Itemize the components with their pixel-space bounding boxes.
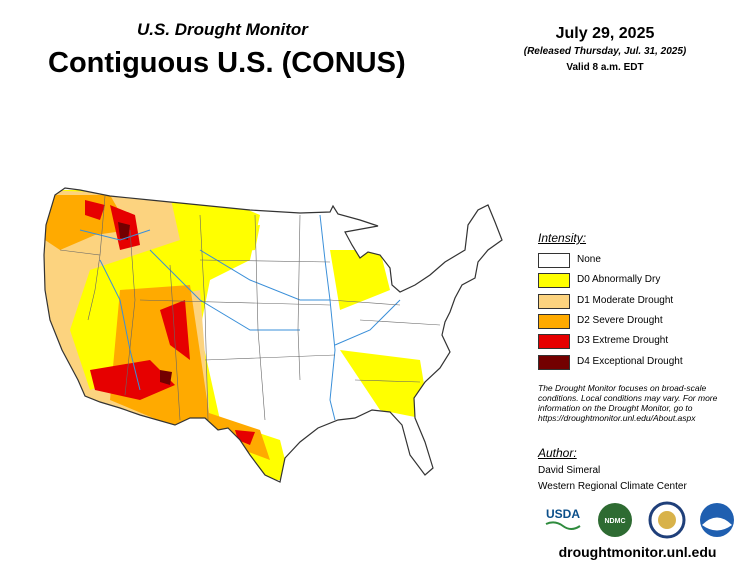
noaa-bird [702, 517, 732, 531]
release-date: (Released Thursday, Jul. 31, 2025) [523, 46, 687, 57]
title: Contiguous U.S. (CONUS) [48, 47, 406, 79]
legend-label: D4 Exceptional Drought [577, 355, 683, 367]
d4-area [118, 222, 172, 385]
ndmc-text: NDMC [605, 518, 626, 525]
author-organization: Western Regional Climate Center [538, 481, 687, 492]
logos: USDA NDMC [545, 501, 734, 539]
legend-label: None [577, 254, 601, 265]
d2-area [44, 195, 270, 460]
legend-swatch [538, 253, 570, 268]
legend-label: D2 Severe Drought [577, 314, 663, 326]
valid-time: Valid 8 a.m. EDT [566, 62, 644, 73]
legend-label: D3 Extreme Drought [577, 335, 669, 347]
legend-label: D1 Moderate Drought [577, 294, 674, 306]
drought-areas [44, 188, 502, 482]
usda-logo: USDA [546, 507, 580, 521]
legend-label: D0 Abnormally Dry [577, 274, 661, 286]
note: The Drought Monitor focuses on broad-sca… [538, 383, 717, 423]
note-line: conditions. Local conditions may vary. F… [538, 393, 718, 403]
d0-area-east [200, 225, 430, 420]
note-line: https://droughtmonitor.unl.edu/About.asp… [538, 413, 696, 423]
author-name: David Simeral [538, 465, 601, 476]
state-borders [59, 195, 441, 421]
usda-swoosh [545, 521, 581, 530]
legend-swatch [538, 313, 570, 329]
rivers [79, 214, 401, 421]
note-line: The Drought Monitor focuses on broad-sca… [538, 383, 707, 393]
author-title: Author: [538, 446, 577, 460]
commerce-seal-center [658, 511, 676, 529]
legend-swatch [538, 293, 570, 309]
legend-swatch [538, 334, 570, 350]
legend-swatch [538, 354, 570, 370]
legend-title: Intensity: [538, 231, 587, 245]
note-line: information on the Drought Monitor, go t… [538, 403, 693, 413]
ndmc-logo [598, 503, 632, 537]
date: July 29, 2025 [555, 25, 655, 42]
legend-swatch [538, 273, 570, 289]
subtitle: U.S. Drought Monitor [137, 20, 308, 39]
url: droughtmonitor.unl.edu [558, 544, 717, 560]
d3-area [85, 200, 255, 445]
